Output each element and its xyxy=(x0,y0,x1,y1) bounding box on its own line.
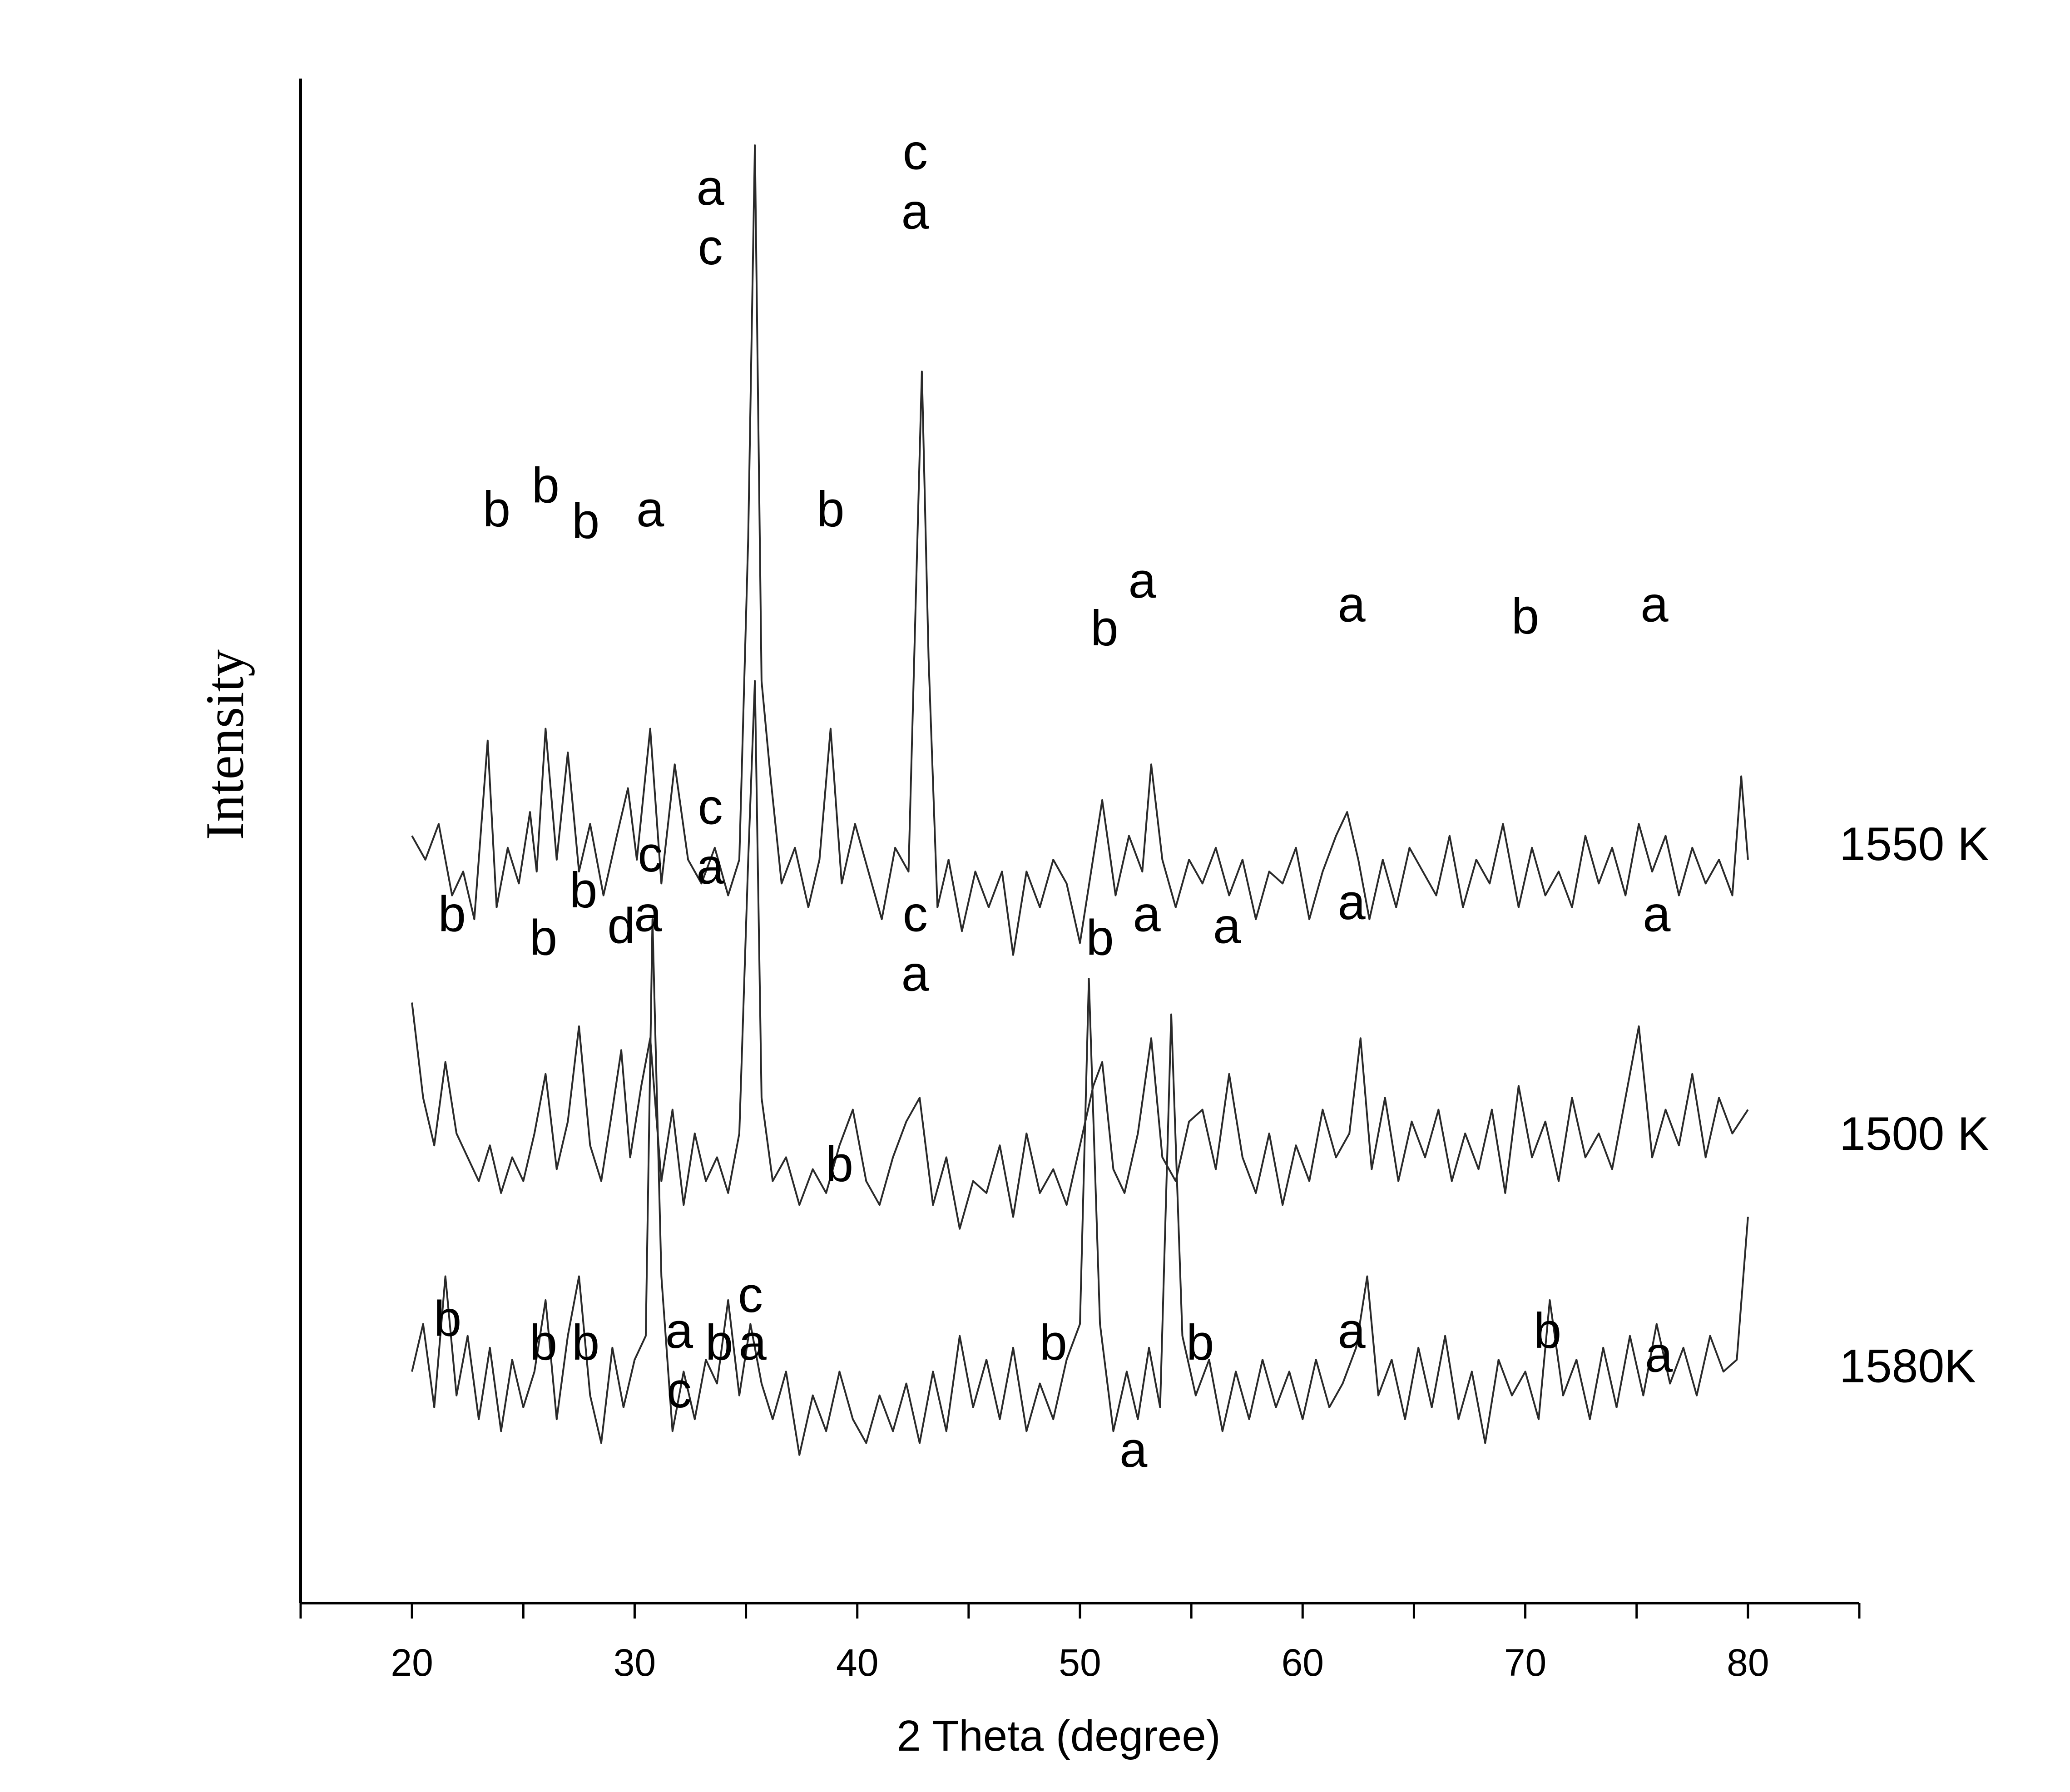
peak-label-17: d xyxy=(607,898,635,954)
x-tick-label: 60 xyxy=(1282,1641,1324,1684)
peak-label-8: a xyxy=(901,184,930,240)
peak-label-4: a xyxy=(697,160,725,216)
peak-label-27: a xyxy=(1213,898,1241,954)
x-axis-ticks: 20 30 40 50 60 70 80 xyxy=(299,1603,1861,1684)
peak-label-12: b xyxy=(1511,589,1539,644)
series-line-1 xyxy=(411,680,1749,1230)
peak-label-6: b xyxy=(817,481,844,537)
peak-label-13: a xyxy=(1640,577,1669,633)
x-tick-label: 50 xyxy=(1059,1641,1101,1684)
peak-label-41: a xyxy=(1338,1303,1366,1359)
series-layer xyxy=(411,144,1749,1456)
peak-label-15: b xyxy=(530,910,557,966)
peak-label-24: a xyxy=(901,946,930,1001)
peak-label-35: b xyxy=(705,1315,733,1371)
peak-label-33: a xyxy=(665,1303,693,1359)
peak-label-37: c xyxy=(738,1267,763,1323)
peak-label-42: b xyxy=(1534,1303,1561,1359)
peak-label-20: c xyxy=(698,779,723,835)
peak-label-25: b xyxy=(1086,910,1114,966)
peak-label-30: b xyxy=(434,1291,461,1347)
series-label-2: 1580K xyxy=(1839,1340,1976,1392)
peak-label-39: a xyxy=(1119,1422,1148,1478)
peak-label-0: b xyxy=(483,481,510,537)
peak-label-40: b xyxy=(1186,1315,1214,1371)
series-label-0: 1550 K xyxy=(1839,818,1989,871)
peak-label-38: b xyxy=(1040,1315,1067,1371)
x-tick-label: 30 xyxy=(614,1641,656,1684)
series-label-layer: 1550 K 1500 K 1580K xyxy=(1839,818,1989,1392)
series-line-2 xyxy=(411,918,1749,1456)
peak-label-7: c xyxy=(903,124,928,180)
peak-label-29: a xyxy=(1643,886,1671,942)
y-axis-title: Intensity xyxy=(194,649,255,840)
peak-label-34: c xyxy=(667,1362,692,1418)
x-tick-label: 70 xyxy=(1504,1641,1546,1684)
peak-label-1: b xyxy=(532,457,560,513)
peak-label-18: a xyxy=(634,886,662,942)
peak-label-3: a xyxy=(636,481,664,537)
x-tick-label: 20 xyxy=(391,1641,433,1684)
peak-label-5: c xyxy=(698,219,723,275)
peak-label-19: c xyxy=(638,827,663,882)
peak-label-36: a xyxy=(739,1315,767,1371)
x-tick-label: 40 xyxy=(836,1641,878,1684)
peak-label-10: a xyxy=(1129,553,1157,609)
peak-label-43: a xyxy=(1645,1327,1673,1382)
peak-label-9: b xyxy=(1090,600,1118,656)
x-tick-label: 80 xyxy=(1727,1641,1769,1684)
peak-label-28: a xyxy=(1338,874,1366,930)
peak-label-2: b xyxy=(572,493,599,549)
peak-label-16: b xyxy=(569,862,597,918)
x-axis-title: 2 Theta (degree) xyxy=(896,1712,1220,1760)
peak-label-23: c xyxy=(903,886,928,942)
peak-label-22: b xyxy=(826,1136,853,1192)
peak-label-11: a xyxy=(1338,577,1366,633)
peak-label-21: a xyxy=(697,838,725,894)
peak-label-26: a xyxy=(1133,886,1161,942)
peak-label-32: b xyxy=(572,1315,599,1371)
peak-label-31: b xyxy=(530,1315,557,1371)
series-line-0 xyxy=(411,144,1749,956)
series-label-1: 1500 K xyxy=(1839,1108,1989,1160)
peak-label-14: b xyxy=(438,886,466,942)
